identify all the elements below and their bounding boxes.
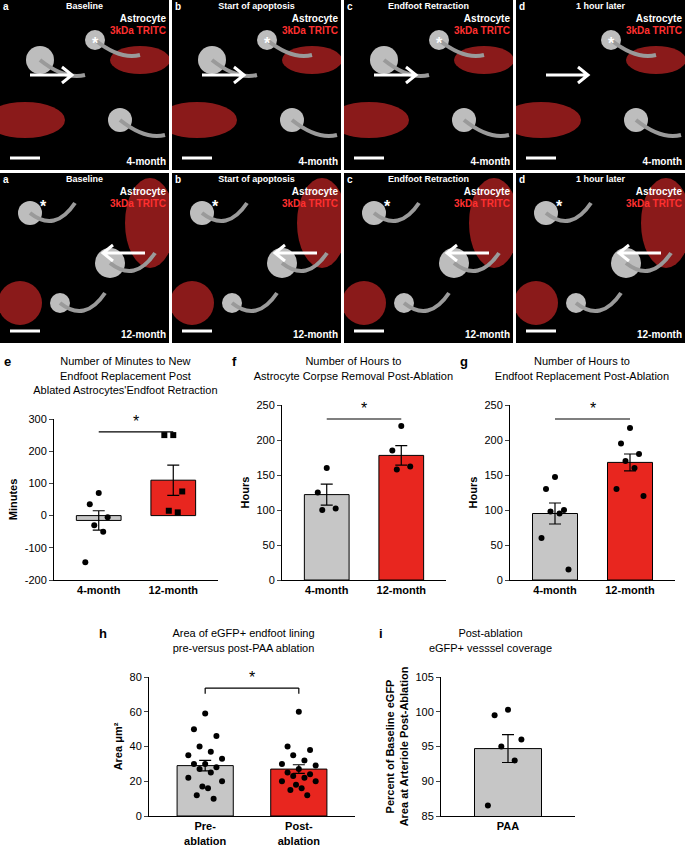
html-text:4-month: 4-month <box>298 156 338 167</box>
html-text:Astrocyte: Astrocyte <box>463 13 510 24</box>
svg-text:50: 50 <box>491 539 503 551</box>
svg-text:0: 0 <box>41 509 47 521</box>
svg-text:Hours: Hours <box>239 477 251 509</box>
html-text:Astrocyte: Astrocyte <box>463 186 510 197</box>
svg-text:Minutes: Minutes <box>7 479 19 521</box>
html-text:c: c <box>347 1 353 12</box>
svg-text:200: 200 <box>256 434 274 446</box>
html-text:f: f <box>232 354 237 369</box>
svg-text:0: 0 <box>136 810 142 822</box>
svg-text:*: * <box>133 413 139 430</box>
html-text:3kDa TRITC: 3kDa TRITC <box>109 25 166 36</box>
svg-text:80: 80 <box>130 671 142 683</box>
svg-text:250: 250 <box>484 399 502 411</box>
html-text:12-month: 12-month <box>121 329 166 340</box>
html-text:Baseline: Baseline <box>66 1 103 11</box>
svg-text:12-month: 12-month <box>149 584 199 596</box>
svg-text:50: 50 <box>263 539 275 551</box>
html-text:3kDa TRITC: 3kDa TRITC <box>281 25 338 36</box>
svg-text:100: 100 <box>484 504 502 516</box>
html-text:1 hour later: 1 hour later <box>576 1 625 11</box>
html-text:3kDa TRITC: 3kDa TRITC <box>625 25 682 36</box>
svg-text:60: 60 <box>130 706 142 718</box>
html-text:b: b <box>175 1 182 12</box>
html-text:Endfoot Retraction: Endfoot Retraction <box>388 1 469 11</box>
html-text:i: i <box>379 626 383 641</box>
svg-text:*: * <box>361 400 367 417</box>
html-text:12-month: 12-month <box>465 329 510 340</box>
svg-text:105: 105 <box>415 671 433 683</box>
svg-text:100: 100 <box>256 504 274 516</box>
svg-text:PAA: PAA <box>497 820 519 832</box>
html-text:3kDa TRITC: 3kDa TRITC <box>281 198 338 209</box>
svg-text:Area μm²: Area μm² <box>112 722 124 770</box>
svg-text:100: 100 <box>28 477 46 489</box>
html-text:c: c <box>347 174 353 185</box>
svg-text:95: 95 <box>422 740 434 752</box>
svg-text:*: * <box>249 669 255 686</box>
svg-text:Area of eGFP+ endfoot liningpr: Area of eGFP+ endfoot liningpre-versus p… <box>172 627 314 653</box>
html-text:3kDa TRITC: 3kDa TRITC <box>453 25 510 36</box>
svg-text:-100: -100 <box>25 542 47 554</box>
html-text:3kDa TRITC: 3kDa TRITC <box>625 198 682 209</box>
svg-text:150: 150 <box>484 469 502 481</box>
svg-text:Number of Hours toEndfoot Repl: Number of Hours toEndfoot Replacement Po… <box>495 355 669 381</box>
html-text:Endfoot Retraction: Endfoot Retraction <box>388 174 469 184</box>
svg-text:Number of Hours toAstrocyte Co: Number of Hours toAstrocyte Corpse Remov… <box>254 355 453 381</box>
html-text:Astrocyte: Astrocyte <box>635 13 682 24</box>
svg-text:Post-ablation: Post-ablation <box>278 820 320 846</box>
svg-text:0: 0 <box>497 574 503 586</box>
html-text:3kDa TRITC: 3kDa TRITC <box>109 198 166 209</box>
svg-text:Hours: Hours <box>467 477 479 509</box>
html-text:d: d <box>519 174 526 185</box>
html-text:12-month: 12-month <box>293 329 338 340</box>
html-text:Baseline: Baseline <box>66 174 103 184</box>
html-text:e: e <box>4 354 12 369</box>
svg-text:20: 20 <box>130 775 142 787</box>
svg-text:4-month: 4-month <box>77 584 121 596</box>
svg-text:300: 300 <box>28 413 46 425</box>
svg-text:4-month: 4-month <box>533 584 577 596</box>
svg-text:-200: -200 <box>25 574 47 586</box>
svg-text:90: 90 <box>422 775 434 787</box>
html-text:g: g <box>460 354 468 369</box>
svg-text:12-month: 12-month <box>605 584 655 596</box>
svg-text:Pre-ablation: Pre-ablation <box>184 820 226 846</box>
svg-text:85: 85 <box>422 810 434 822</box>
svg-text:0: 0 <box>269 574 275 586</box>
svg-text:Number of Minutes to NewEndfoo: Number of Minutes to NewEndfoot Replacem… <box>33 355 217 396</box>
svg-text:250: 250 <box>256 399 274 411</box>
html-text:a: a <box>3 1 9 12</box>
html-text:h: h <box>99 626 107 641</box>
svg-text:Percent of Baseline eGFPArea a: Percent of Baseline eGFPArea at Arteriol… <box>384 666 410 826</box>
html-text:4-month: 4-month <box>126 156 166 167</box>
html-text:Start of apoptosis: Start of apoptosis <box>218 174 295 184</box>
html-text:Start of apoptosis: Start of apoptosis <box>218 1 295 11</box>
html-text:Astrocyte: Astrocyte <box>291 186 338 197</box>
svg-text:4-month: 4-month <box>305 584 349 596</box>
svg-text:200: 200 <box>484 434 502 446</box>
svg-text:*: * <box>590 400 596 417</box>
html-text:Astrocyte: Astrocyte <box>119 13 166 24</box>
html-text:4-month: 4-month <box>642 156 682 167</box>
svg-text:150: 150 <box>256 469 274 481</box>
html-text:Astrocyte: Astrocyte <box>635 186 682 197</box>
html-text:1 hour later: 1 hour later <box>576 174 625 184</box>
svg-text:Post-ablationeGFP+ vesssel cov: Post-ablationeGFP+ vesssel coverage <box>429 627 552 653</box>
html-text:b: b <box>175 174 182 185</box>
html-text:3kDa TRITC: 3kDa TRITC <box>453 198 510 209</box>
html-text:4-month: 4-month <box>470 156 510 167</box>
html-text:Astrocyte: Astrocyte <box>119 186 166 197</box>
svg-text:40: 40 <box>130 740 142 752</box>
html-text:Astrocyte: Astrocyte <box>291 13 338 24</box>
html-text:12-month: 12-month <box>637 329 682 340</box>
svg-text:200: 200 <box>28 445 46 457</box>
html-text:d: d <box>519 1 526 12</box>
html-text:a: a <box>3 174 9 185</box>
svg-text:100: 100 <box>415 706 433 718</box>
svg-text:12-month: 12-month <box>377 584 427 596</box>
